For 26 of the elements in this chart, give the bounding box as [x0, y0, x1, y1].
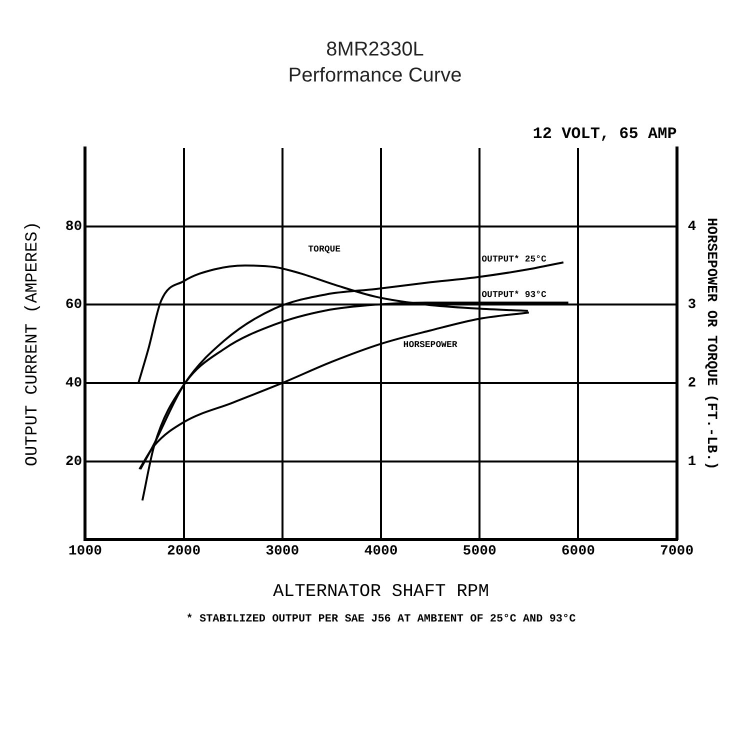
- x-tick-label: 2000: [166, 544, 201, 560]
- x-tick-label: 7000: [660, 544, 694, 560]
- y-tick-label: 40: [65, 375, 82, 392]
- y-tick-label: 20: [65, 454, 82, 470]
- y2-tick-label: 3: [688, 297, 696, 314]
- y-tick-label: 80: [65, 218, 82, 235]
- y2-tick-label: 2: [688, 375, 696, 392]
- x-tick-label: 5000: [462, 544, 496, 560]
- text: TORQUE: [308, 244, 342, 255]
- y-tick-label: 60: [65, 297, 82, 314]
- chart-title: 8MR2330L: [326, 38, 424, 61]
- series-label: OUTPUT* 93°C: [482, 290, 548, 300]
- x-tick-label: 3000: [266, 544, 300, 560]
- chart-subtitle: Performance Curve: [288, 64, 462, 87]
- y-axis-title: OUTPUT CURRENT (AMPERES): [24, 221, 43, 466]
- y2-axis-title: HORSEPOWER OR TORQUE (FT.-LB.): [703, 218, 720, 470]
- y2-tick-label: 4: [688, 218, 696, 235]
- text: 12 VOLT, 65 AMP: [532, 125, 677, 144]
- series-label: OUTPUT* 25°C: [482, 254, 548, 264]
- text: * STABILIZED OUTPUT PER SAE J56 AT AMBIENT OF 25°C AND 93°C: [186, 613, 576, 626]
- y2-tick-label: 1: [688, 454, 696, 470]
- x-tick-label: 1000: [68, 544, 102, 560]
- x-tick-label: 6000: [561, 544, 596, 560]
- series-label: HORSEPOWER: [403, 340, 458, 350]
- x-tick-label: 4000: [364, 544, 398, 560]
- x-axis-title: ALTERNATOR SHAFT RPM: [272, 582, 490, 602]
